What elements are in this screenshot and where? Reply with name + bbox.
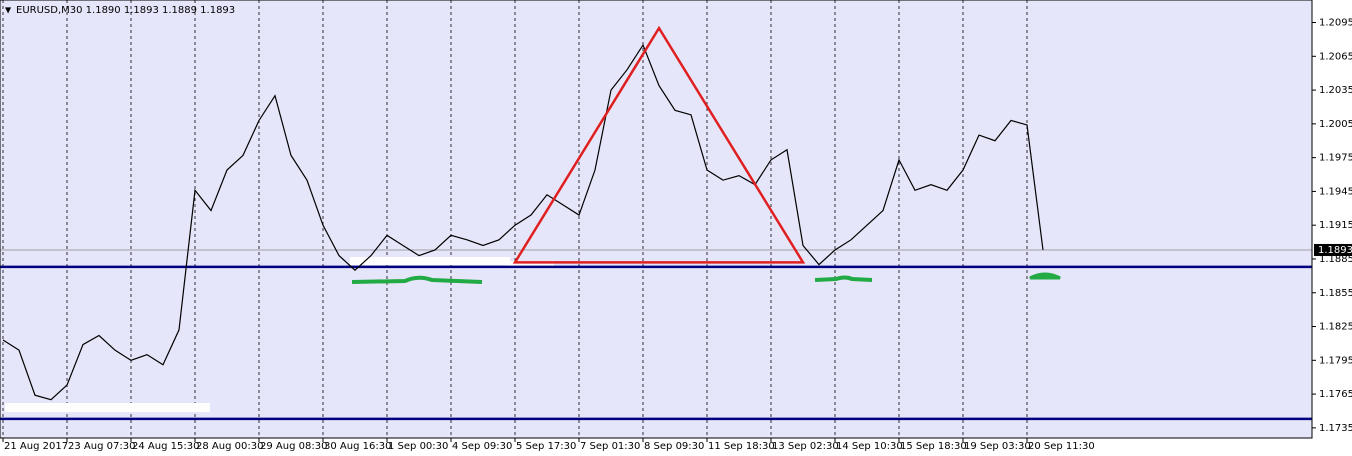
y-tick-label: 1.2065 [1319,51,1352,62]
price-line [2,43,1044,401]
x-tick-label: 29 Aug 08:30 [260,441,327,452]
x-tick-label: 20 Sep 11:30 [1028,441,1095,452]
x-tick-label: 15 Sep 18:30 [900,441,967,452]
x-tick-label: 23 Aug 07:30 [68,441,135,452]
y-tick-label: 1.1975 [1319,153,1352,164]
x-tick-label: 14 Sep 10:30 [836,441,903,452]
support-mark [814,275,873,282]
y-tick-label: 1.1855 [1319,288,1352,299]
smudge [350,257,510,265]
plot-background [0,0,1312,438]
y-tick-label: 1.1825 [1319,322,1352,333]
x-tick-label: 28 Aug 00:30 [196,441,263,452]
y-tick-label: 1.1765 [1319,389,1352,400]
plot-frame [0,0,1313,439]
y-tick-label: 1.2095 [1319,18,1352,29]
x-tick-label: 8 Sep 09:30 [644,441,704,452]
y-tick-label: 1.1945 [1319,186,1352,197]
smudge [508,261,554,267]
support-mark [351,275,483,284]
x-tick-label: 19 Sep 03:30 [964,441,1031,452]
support-mark [1029,272,1061,280]
smudge [5,403,210,412]
y-tick-label: 1.1795 [1319,355,1352,366]
chart-title: EURUSD,M30 1.1890 1.1893 1.1889 1.1893 [16,5,235,16]
x-tick-label: 4 Sep 09:30 [452,441,512,452]
x-tick-label: 30 Aug 16:30 [324,441,391,452]
x-tick-label: 24 Aug 15:30 [132,441,199,452]
y-tick-label: 1.2035 [1319,85,1352,96]
current-price-box [1314,243,1352,256]
current-price-label: 1.1893 [1318,245,1352,256]
x-tick-label: 7 Sep 01:30 [580,441,640,452]
x-tick-label: 21 Aug 2017 [4,441,68,452]
triangle-pattern [512,25,806,264]
y-tick-label: 1.1885 [1319,254,1352,265]
x-tick-label: 13 Sep 02:30 [772,441,839,452]
y-tick-label: 1.1735 [1319,423,1352,434]
dropdown-icon[interactable]: ▼ [5,6,12,15]
y-tick-label: 1.2005 [1319,119,1352,130]
x-tick-label: 5 Sep 17:30 [516,441,576,452]
x-tick-label: 11 Sep 18:30 [708,441,775,452]
y-tick-label: 1.1915 [1319,220,1352,231]
x-tick-label: 1 Sep 00:30 [388,441,448,452]
